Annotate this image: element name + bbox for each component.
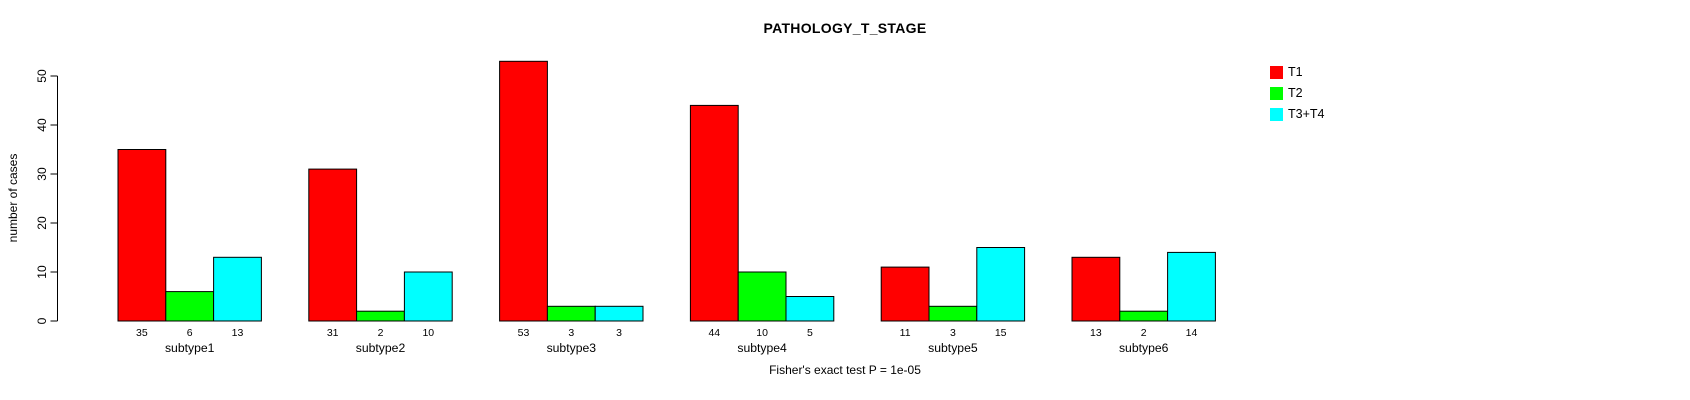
bar-value-label: 10 — [422, 327, 434, 339]
bar-T3+T4-subtype5 — [976, 247, 1026, 322]
legend-label-t1: T1 — [1288, 65, 1303, 79]
bar-T2-subtype6 — [1119, 310, 1169, 322]
bar-value-label: 15 — [995, 327, 1007, 339]
bar-T1-subtype2 — [308, 168, 358, 322]
bar-value-label: 6 — [187, 327, 193, 339]
category-label: subtype4 — [737, 341, 787, 355]
bar-T2-subtype3 — [546, 305, 596, 322]
bar-value-label: 11 — [900, 327, 911, 339]
bar-value-label: 35 — [136, 327, 148, 339]
y-tick-label: 0 — [35, 317, 49, 324]
legend-label-t2: T2 — [1288, 86, 1303, 100]
chart-title: PATHOLOGY_T_STAGE — [763, 20, 927, 36]
category-label: subtype1 — [165, 341, 215, 355]
bar-T2-subtype4 — [737, 271, 787, 322]
category-label: subtype5 — [928, 341, 978, 355]
bar-T1-subtype4 — [689, 104, 739, 322]
bar-value-label: 14 — [1186, 327, 1198, 339]
bar-T3+T4-subtype4 — [785, 296, 835, 322]
bar-T2-subtype1 — [165, 291, 215, 322]
y-tick-label: 40 — [35, 118, 49, 132]
y-tick-label: 20 — [35, 216, 49, 230]
legend-swatch-t1 — [1270, 66, 1283, 79]
bar-value-label: 10 — [756, 327, 768, 339]
bar-T3+T4-subtype6 — [1167, 251, 1216, 322]
legend: T1 T2 T3+T4 — [1270, 66, 1324, 129]
bar-T1-subtype6 — [1071, 256, 1121, 322]
bar-T1-subtype5 — [880, 266, 930, 322]
bar-T3+T4-subtype1 — [213, 256, 262, 322]
y-tick-label: 50 — [35, 69, 49, 83]
legend-swatch-t2 — [1270, 87, 1283, 100]
bar-value-label: 13 — [1090, 327, 1102, 339]
category-label: subtype2 — [356, 341, 406, 355]
bar-value-label: 2 — [378, 327, 384, 339]
bar-T1-subtype1 — [117, 149, 167, 322]
bar-value-label: 13 — [232, 327, 244, 339]
bar-value-label: 2 — [1141, 327, 1147, 339]
legend-label-t3t4: T3+T4 — [1288, 107, 1325, 121]
bar-value-label: 3 — [568, 327, 574, 339]
legend-item-t2: T2 — [1270, 87, 1324, 100]
bar-value-label: 53 — [518, 327, 530, 339]
legend-swatch-t3t4 — [1270, 108, 1283, 121]
bar-T3+T4-subtype3 — [594, 305, 644, 322]
bar-value-label: 31 — [327, 327, 339, 339]
category-label: subtype6 — [1119, 341, 1169, 355]
legend-item-t3t4: T3+T4 — [1270, 108, 1324, 121]
y-tick-label: 30 — [35, 167, 49, 181]
bar-value-label: 5 — [807, 327, 813, 339]
bar-T2-subtype2 — [356, 310, 405, 322]
bar-value-label: 44 — [708, 327, 720, 339]
category-label: subtype3 — [547, 341, 597, 355]
bar-value-label: 3 — [950, 327, 956, 339]
bar-T3+T4-subtype2 — [403, 271, 453, 322]
caption: Fisher's exact test P = 1e-05 — [769, 363, 921, 377]
bar-T2-subtype5 — [928, 305, 978, 322]
bar-value-label: 3 — [616, 327, 622, 339]
legend-item-t1: T1 — [1270, 66, 1324, 79]
bar-T1-subtype3 — [499, 60, 548, 322]
y-tick-label: 10 — [35, 265, 49, 279]
